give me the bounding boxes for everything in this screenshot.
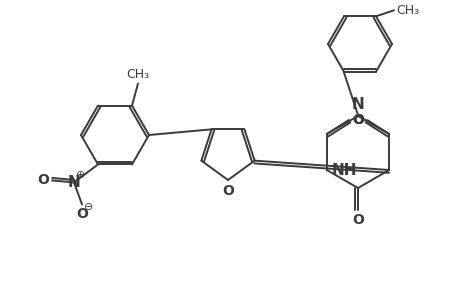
Text: O: O: [351, 113, 363, 127]
Text: N: N: [351, 97, 364, 112]
Text: ⊖: ⊖: [84, 202, 94, 212]
Text: O: O: [352, 113, 364, 127]
Text: CH₃: CH₃: [126, 68, 149, 81]
Text: CH₃: CH₃: [395, 4, 418, 17]
Text: O: O: [351, 213, 363, 227]
Text: O: O: [222, 184, 234, 198]
Text: NH: NH: [331, 163, 357, 178]
Text: ⊕: ⊕: [76, 170, 85, 180]
Text: O: O: [37, 173, 49, 188]
Text: N: N: [67, 175, 80, 190]
Text: O: O: [76, 207, 88, 221]
